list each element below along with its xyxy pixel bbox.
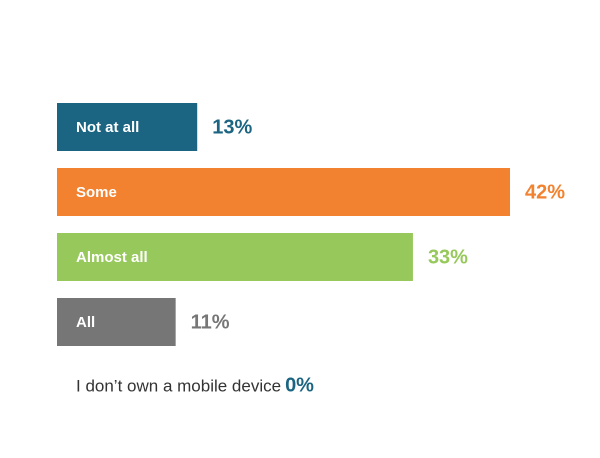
bar-label: Some xyxy=(76,184,117,201)
bar-label: Not at all xyxy=(76,119,139,136)
value-label: 42% xyxy=(525,181,565,203)
value-label: 0% xyxy=(285,374,314,396)
bar xyxy=(57,298,176,346)
category-label: I don’t own a mobile device xyxy=(76,376,281,395)
value-label: 13% xyxy=(212,116,252,138)
value-label: 11% xyxy=(191,311,230,333)
bar xyxy=(57,168,511,216)
bar-label: Almost all xyxy=(76,249,148,266)
value-label: 33% xyxy=(428,246,468,268)
bar xyxy=(57,103,198,151)
bar-label: All xyxy=(76,314,95,331)
bar xyxy=(57,233,413,281)
